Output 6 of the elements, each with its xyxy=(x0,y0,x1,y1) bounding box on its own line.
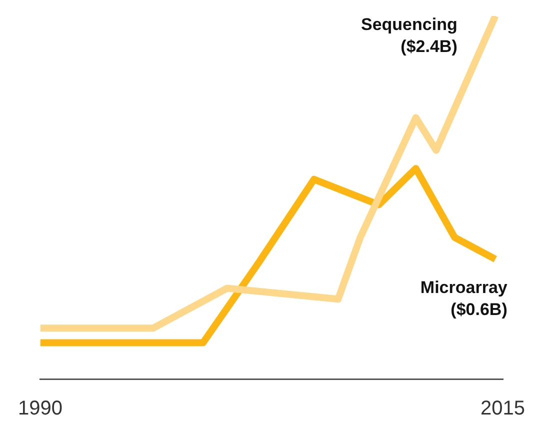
annotation: ($2.4B) xyxy=(400,37,458,56)
series-label: Sequencing xyxy=(360,15,458,34)
series-label: Microarray xyxy=(420,278,508,298)
x-tick-label: 1990 xyxy=(18,398,62,420)
x-tick-label: 2015 xyxy=(480,398,526,420)
annotation: ($0.6B) xyxy=(450,300,508,320)
